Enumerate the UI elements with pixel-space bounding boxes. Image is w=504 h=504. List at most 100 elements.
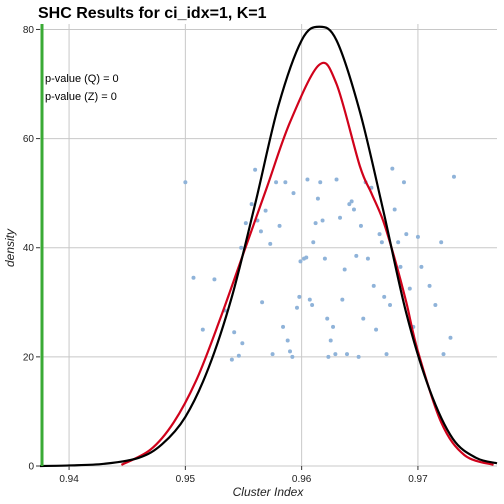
data-point-73 — [404, 232, 409, 237]
x-tick-label-3: 0.97 — [408, 474, 428, 485]
data-point-23 — [285, 338, 290, 343]
data-point-14 — [258, 229, 263, 234]
data-point-26 — [291, 191, 296, 196]
data-point-44 — [331, 324, 336, 329]
data-point-47 — [338, 215, 343, 220]
y-tick-label-4: 80 — [23, 25, 35, 36]
data-point-79 — [433, 303, 438, 308]
data-point-5 — [229, 357, 234, 362]
data-point-8 — [240, 341, 245, 346]
annotation-pvalue-q: p-value (Q) = 0 — [45, 73, 119, 85]
chart-title: SHC Results for ci_idx=1, K=1 — [38, 5, 267, 22]
data-point-7 — [236, 353, 241, 358]
data-point-15 — [263, 208, 268, 213]
data-point-38 — [318, 180, 323, 185]
data-point-50 — [344, 352, 349, 357]
data-point-12 — [253, 167, 258, 172]
data-point-80 — [439, 240, 444, 245]
annotation-pvalue-z: p-value (Z) = 0 — [45, 91, 117, 103]
x-axis-ticks: 0.94 0.95 0.96 0.97 — [59, 466, 428, 485]
data-point-24 — [288, 349, 293, 354]
data-point-55 — [356, 354, 361, 359]
x-tick-label-2: 0.96 — [292, 474, 312, 485]
data-point-45 — [333, 352, 338, 357]
data-point-32 — [305, 177, 310, 182]
jitter-points — [183, 166, 456, 362]
data-point-64 — [379, 240, 384, 245]
data-point-43 — [328, 338, 333, 343]
data-point-11 — [249, 202, 254, 207]
data-point-49 — [342, 267, 347, 272]
data-point-71 — [398, 264, 403, 269]
data-point-36 — [313, 221, 318, 226]
y-tick-label-0: 0 — [28, 462, 34, 473]
data-point-82 — [448, 335, 453, 340]
data-point-18 — [270, 352, 275, 357]
data-point-19 — [274, 180, 279, 185]
data-point-52 — [349, 199, 354, 204]
data-point-21 — [283, 180, 288, 185]
data-point-17 — [268, 241, 273, 246]
data-point-53 — [351, 207, 356, 212]
data-point-61 — [371, 283, 376, 288]
data-point-33 — [307, 297, 312, 302]
data-point-66 — [384, 352, 389, 357]
data-point-9 — [239, 245, 244, 250]
data-point-39 — [320, 218, 325, 223]
data-point-3 — [212, 277, 217, 282]
data-point-6 — [232, 330, 237, 335]
data-point-63 — [377, 232, 382, 237]
data-point-31 — [304, 255, 309, 260]
data-point-27 — [294, 305, 299, 310]
y-axis-label: density — [3, 228, 17, 267]
data-point-28 — [297, 294, 302, 299]
data-point-40 — [322, 256, 327, 261]
gaussian-fit-curve — [39, 25, 498, 468]
grid-lines — [40, 24, 497, 467]
data-point-62 — [374, 327, 379, 332]
data-point-51 — [347, 202, 352, 207]
data-point-35 — [311, 240, 316, 245]
data-point-16 — [260, 300, 265, 305]
data-point-74 — [407, 286, 412, 291]
data-point-42 — [326, 354, 331, 359]
data-point-81 — [441, 352, 446, 357]
y-axis-ticks: 0 20 40 60 80 — [23, 25, 40, 473]
data-point-54 — [354, 253, 359, 258]
x-tick-label-0: 0.94 — [59, 474, 79, 485]
data-point-72 — [401, 180, 406, 185]
data-point-76 — [415, 234, 420, 239]
data-point-48 — [340, 297, 345, 302]
data-point-56 — [358, 223, 363, 228]
data-point-67 — [388, 303, 393, 308]
data-point-25 — [290, 354, 295, 359]
data-point-10 — [243, 221, 248, 226]
data-point-68 — [390, 166, 395, 171]
data-point-34 — [310, 303, 315, 308]
data-point-0 — [183, 180, 188, 185]
x-tick-label-1: 0.95 — [176, 474, 196, 485]
y-tick-label-1: 20 — [23, 352, 35, 363]
data-point-29 — [298, 259, 303, 264]
y-tick-label-3: 60 — [23, 134, 35, 145]
data-point-1 — [191, 275, 196, 280]
data-point-65 — [382, 294, 387, 299]
data-point-57 — [361, 316, 366, 321]
data-point-20 — [277, 223, 282, 228]
data-point-77 — [419, 264, 424, 269]
data-point-70 — [396, 240, 401, 245]
data-point-2 — [200, 327, 205, 332]
data-point-83 — [451, 174, 456, 179]
data-point-46 — [334, 177, 339, 182]
data-point-41 — [325, 316, 330, 321]
data-point-69 — [392, 207, 397, 212]
data-point-78 — [427, 283, 432, 288]
kde-curve — [120, 61, 494, 466]
y-tick-label-2: 40 — [23, 243, 35, 254]
data-point-37 — [315, 196, 320, 201]
density-curves — [39, 24, 498, 468]
x-axis-label: Cluster Index — [233, 485, 305, 499]
data-point-22 — [281, 324, 286, 329]
data-point-59 — [365, 256, 370, 261]
